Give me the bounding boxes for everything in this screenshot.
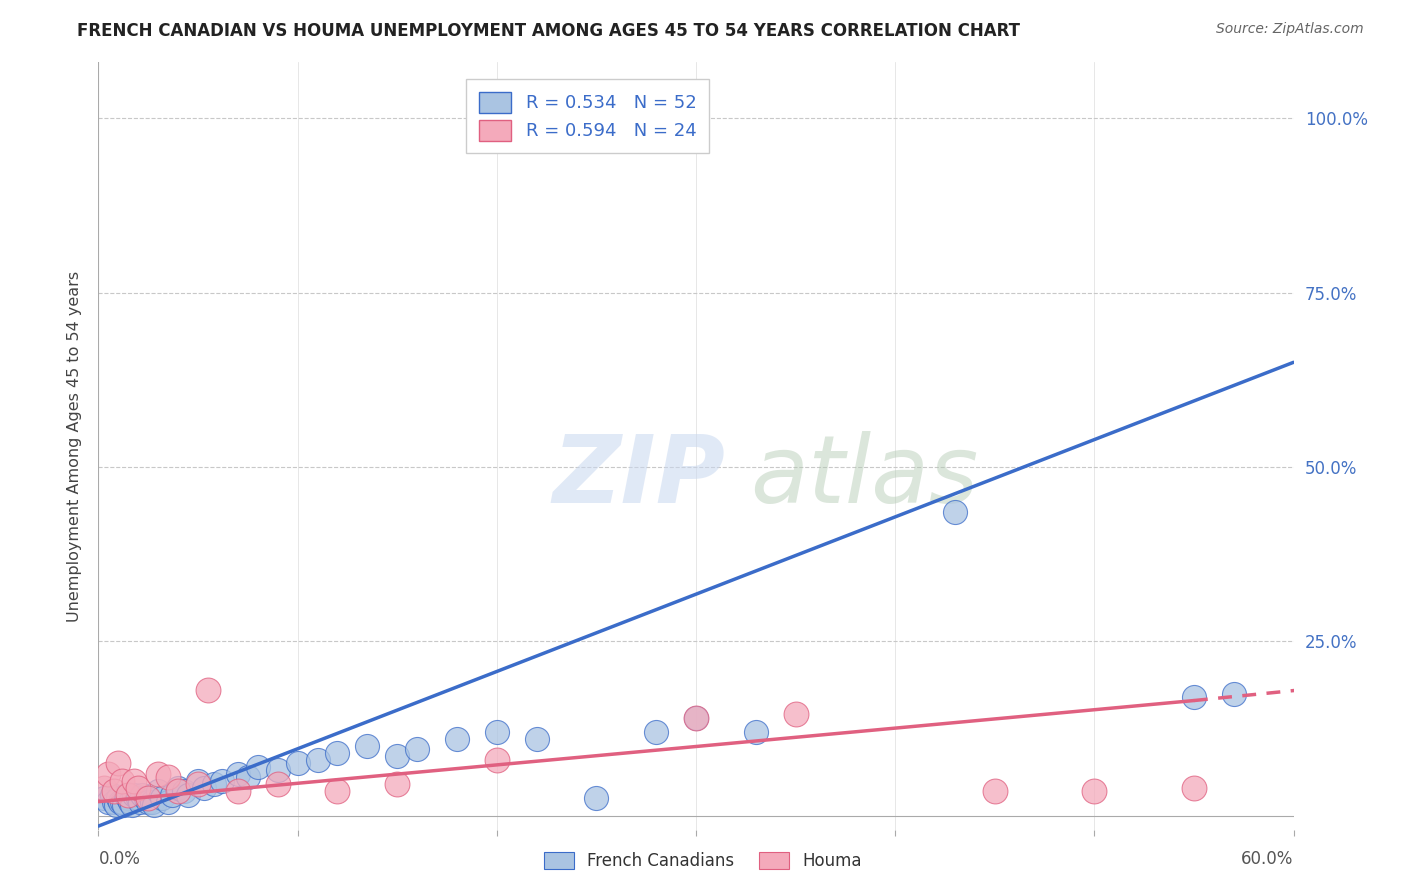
Point	[585, 791, 607, 805]
Point	[177, 788, 200, 802]
Point	[485, 725, 508, 739]
Point	[148, 784, 170, 798]
Point	[307, 753, 329, 767]
Point	[124, 773, 146, 788]
Point	[103, 784, 125, 798]
Point	[105, 798, 128, 813]
Point	[112, 798, 135, 813]
Point	[485, 753, 508, 767]
Text: 60.0%: 60.0%	[1241, 850, 1294, 868]
Point	[287, 756, 309, 771]
Point	[160, 788, 183, 802]
Point	[187, 777, 209, 791]
Point	[236, 770, 259, 784]
Point	[117, 788, 139, 802]
Point	[645, 725, 668, 739]
Point	[211, 773, 233, 788]
Legend: R = 0.534   N = 52, R = 0.594   N = 24: R = 0.534 N = 52, R = 0.594 N = 24	[465, 79, 709, 153]
Y-axis label: Unemployment Among Ages 45 to 54 years: Unemployment Among Ages 45 to 54 years	[66, 270, 82, 622]
Point	[124, 788, 146, 802]
Point	[226, 766, 249, 780]
Text: atlas: atlas	[749, 431, 979, 522]
Point	[785, 707, 807, 722]
Point	[385, 749, 409, 764]
Point	[1182, 780, 1205, 795]
Text: 0.0%: 0.0%	[98, 850, 141, 868]
Point	[167, 780, 190, 795]
Text: ZIP: ZIP	[553, 431, 725, 523]
Legend: French Canadians, Houma: French Canadians, Houma	[537, 845, 869, 877]
Point	[101, 788, 124, 802]
Text: FRENCH CANADIAN VS HOUMA UNEMPLOYMENT AMONG AGES 45 TO 54 YEARS CORRELATION CHAR: FRENCH CANADIAN VS HOUMA UNEMPLOYMENT AM…	[77, 22, 1021, 40]
Point	[127, 780, 149, 795]
Point	[93, 791, 115, 805]
Point	[406, 742, 429, 756]
Point	[202, 777, 225, 791]
Point	[110, 795, 132, 809]
Point	[97, 766, 120, 780]
Point	[157, 770, 180, 784]
Point	[984, 784, 1007, 798]
Point	[326, 746, 349, 760]
Point	[121, 798, 143, 813]
Point	[526, 731, 548, 746]
Point	[226, 784, 249, 798]
Point	[103, 795, 125, 809]
Point	[135, 791, 157, 805]
Point	[193, 780, 215, 795]
Point	[446, 731, 468, 746]
Point	[267, 777, 290, 791]
Point	[246, 760, 269, 774]
Point	[136, 791, 159, 805]
Point	[111, 795, 134, 809]
Point	[143, 798, 166, 813]
Text: Source: ZipAtlas.com: Source: ZipAtlas.com	[1216, 22, 1364, 37]
Point	[136, 795, 159, 809]
Point	[1083, 784, 1105, 798]
Point	[685, 711, 707, 725]
Point	[97, 795, 120, 809]
Point	[187, 773, 209, 788]
Point	[267, 764, 290, 778]
Point	[141, 795, 163, 809]
Point	[131, 788, 153, 802]
Point	[385, 777, 409, 791]
Point	[129, 795, 152, 809]
Point	[685, 711, 707, 725]
Point	[111, 773, 134, 788]
Point	[107, 791, 129, 805]
Point	[117, 791, 139, 805]
Point	[148, 766, 170, 780]
Point	[1182, 690, 1205, 704]
Point	[127, 791, 149, 805]
Point	[173, 784, 195, 798]
Point	[93, 780, 115, 795]
Point	[356, 739, 378, 753]
Point	[326, 784, 349, 798]
Point	[745, 725, 768, 739]
Point	[1223, 687, 1246, 701]
Point	[115, 788, 138, 802]
Point	[120, 795, 142, 809]
Point	[167, 784, 190, 798]
Point	[107, 756, 129, 771]
Point	[197, 683, 219, 698]
Point	[943, 505, 966, 519]
Point	[150, 791, 173, 805]
Point	[157, 795, 180, 809]
